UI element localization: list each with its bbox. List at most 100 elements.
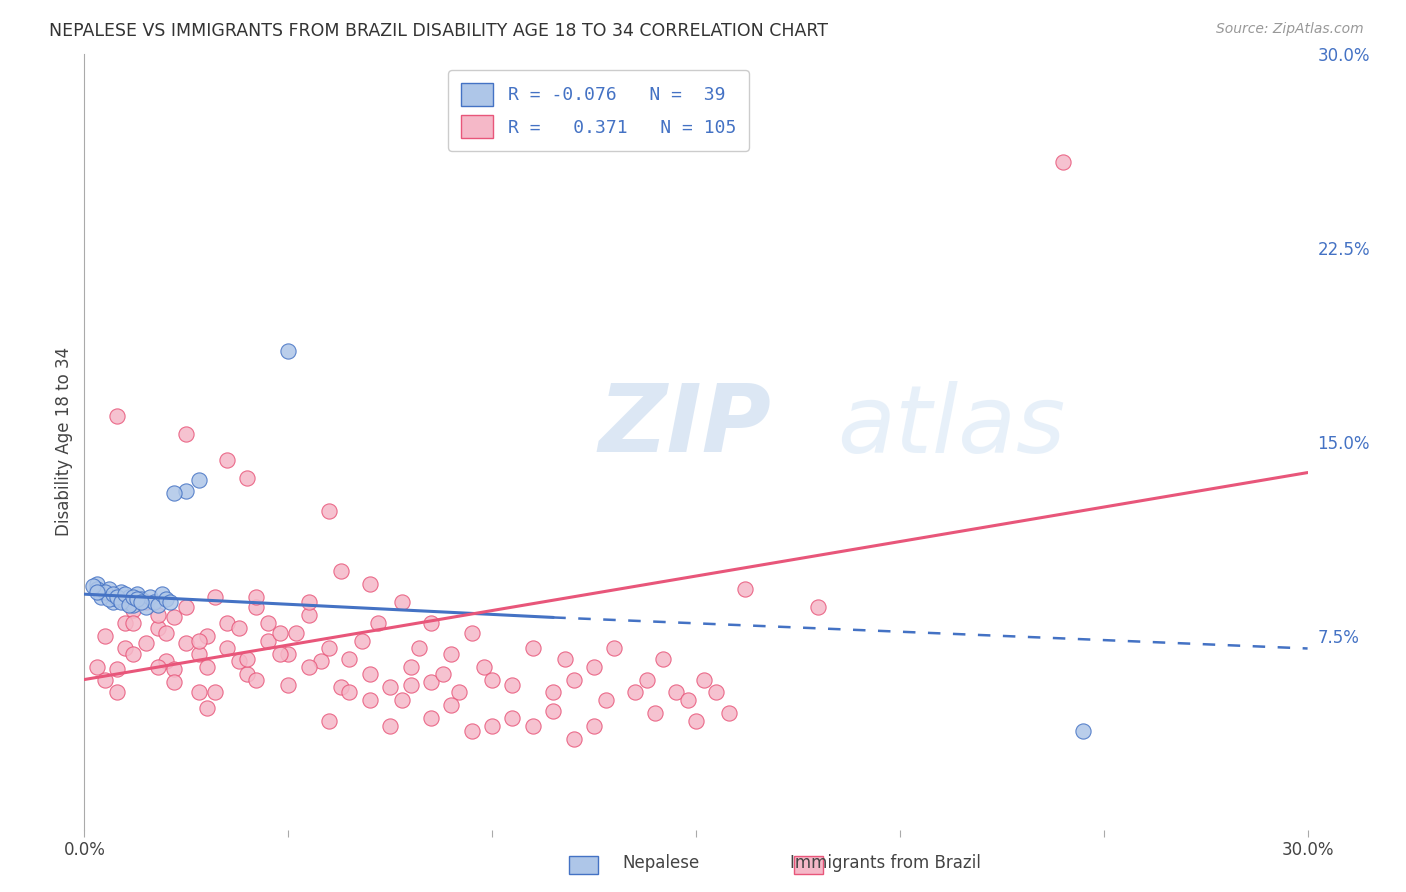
Point	[90, 590, 112, 604]
Point	[86, 576, 108, 591]
Point	[717, 706, 740, 721]
Point	[420, 675, 443, 690]
Point	[652, 652, 675, 666]
Point	[665, 685, 688, 699]
Point	[318, 714, 340, 728]
Point	[277, 343, 299, 358]
Point	[636, 673, 658, 687]
Point	[481, 673, 503, 687]
Y-axis label: Disability Age 18 to 34: Disability Age 18 to 34	[55, 347, 73, 536]
Point	[269, 626, 291, 640]
Point	[146, 659, 169, 673]
Point	[114, 587, 136, 601]
Point	[257, 633, 280, 648]
Point	[195, 701, 218, 715]
Point	[380, 719, 402, 733]
Point	[685, 714, 707, 728]
Point	[135, 636, 157, 650]
Point	[432, 667, 454, 681]
Point	[110, 584, 132, 599]
Point	[105, 662, 128, 676]
Point	[228, 654, 250, 669]
Point	[217, 452, 239, 467]
Point	[163, 675, 186, 690]
Point	[122, 590, 145, 604]
Point	[440, 647, 463, 661]
Point	[118, 598, 141, 612]
Point	[339, 685, 361, 699]
Point	[217, 641, 239, 656]
Point	[97, 582, 120, 596]
Point	[97, 592, 120, 607]
Point	[187, 647, 209, 661]
Point	[86, 584, 108, 599]
Point	[228, 621, 250, 635]
Point	[118, 590, 141, 604]
Point	[150, 587, 173, 601]
Point	[734, 582, 756, 596]
Point	[359, 667, 381, 681]
Point	[86, 582, 108, 596]
Point	[399, 678, 422, 692]
Point	[135, 595, 157, 609]
Point	[86, 659, 108, 673]
Point	[105, 409, 128, 423]
Point	[135, 600, 157, 615]
Point	[309, 654, 332, 669]
Point	[110, 595, 132, 609]
Point	[174, 483, 197, 498]
Point	[101, 595, 124, 609]
Point	[187, 633, 209, 648]
Point	[330, 680, 353, 694]
Point	[257, 615, 280, 630]
Point	[298, 595, 321, 609]
Point	[122, 615, 145, 630]
Point	[399, 659, 422, 673]
Point	[269, 647, 291, 661]
Point	[502, 711, 524, 725]
Point	[105, 685, 128, 699]
Point	[105, 592, 128, 607]
Point	[350, 633, 373, 648]
Point	[391, 693, 413, 707]
Point	[603, 641, 626, 656]
Point	[163, 486, 186, 500]
Point	[122, 647, 145, 661]
Point	[217, 615, 239, 630]
Point	[461, 724, 484, 739]
Point	[285, 626, 308, 640]
Point	[131, 592, 153, 607]
Point	[236, 471, 259, 485]
Point	[583, 719, 606, 733]
Point	[502, 678, 524, 692]
Point	[408, 641, 430, 656]
Point	[155, 654, 177, 669]
Text: Nepalese: Nepalese	[623, 855, 699, 872]
Point	[174, 600, 197, 615]
Point	[105, 590, 128, 604]
Point	[380, 680, 402, 694]
Point	[163, 662, 186, 676]
Point	[339, 652, 361, 666]
Text: ZIP: ZIP	[598, 380, 770, 472]
Point	[644, 706, 666, 721]
Point	[706, 685, 728, 699]
Point	[359, 693, 381, 707]
Point	[543, 704, 565, 718]
Point	[481, 719, 503, 733]
Point	[449, 685, 471, 699]
Point	[391, 595, 413, 609]
Point	[195, 659, 218, 673]
FancyBboxPatch shape	[794, 856, 823, 874]
Point	[277, 678, 299, 692]
Point	[93, 587, 115, 601]
Point	[330, 564, 353, 578]
Point	[236, 667, 259, 681]
Point	[93, 584, 115, 599]
Point	[472, 659, 495, 673]
Point	[595, 693, 617, 707]
Point	[676, 693, 699, 707]
Point	[142, 595, 165, 609]
Point	[543, 685, 565, 699]
Text: Source: ZipAtlas.com: Source: ZipAtlas.com	[1216, 22, 1364, 37]
